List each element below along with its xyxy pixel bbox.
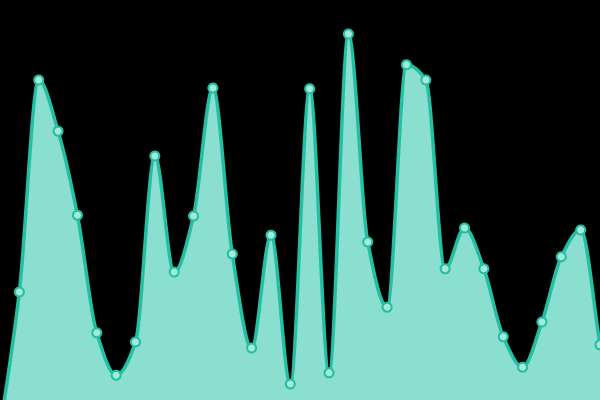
data-point-marker xyxy=(71,209,83,221)
data-point-marker xyxy=(33,74,45,86)
data-point-marker xyxy=(149,150,161,162)
data-point-marker xyxy=(575,224,587,236)
data-point-marker xyxy=(284,378,296,390)
data-point-marker xyxy=(555,251,567,263)
data-point-marker xyxy=(226,248,238,260)
data-point-marker xyxy=(129,336,141,348)
data-point-marker xyxy=(517,361,529,373)
data-point-marker xyxy=(246,342,258,354)
data-point-marker xyxy=(323,367,335,379)
data-point-marker xyxy=(400,59,412,71)
data-point-marker xyxy=(497,331,509,343)
area-fill xyxy=(0,34,600,400)
data-point-marker xyxy=(265,229,277,241)
data-point-marker xyxy=(420,74,432,86)
data-point-marker xyxy=(168,266,180,278)
data-point-marker xyxy=(188,210,200,222)
data-point-marker xyxy=(594,339,600,351)
data-point-marker xyxy=(362,236,374,248)
data-point-marker xyxy=(304,83,316,95)
data-point-marker xyxy=(110,369,122,381)
data-point-marker xyxy=(478,263,490,275)
data-point-marker xyxy=(342,28,354,40)
line-path xyxy=(2,32,600,400)
data-point-marker xyxy=(439,263,451,275)
data-point-marker xyxy=(207,82,219,94)
data-point-marker xyxy=(536,316,548,328)
data-point-marker xyxy=(13,286,25,298)
data-point-marker xyxy=(459,222,471,234)
data-point-marker xyxy=(91,327,103,339)
data-point-marker xyxy=(52,125,64,137)
data-point-marker xyxy=(381,301,393,313)
